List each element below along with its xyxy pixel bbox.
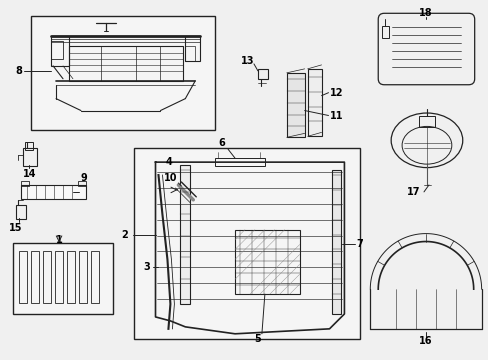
Text: 13: 13 bbox=[241, 56, 254, 66]
Bar bbox=[55, 251, 63, 303]
Bar bbox=[43, 251, 51, 303]
Text: 8: 8 bbox=[16, 66, 22, 76]
Bar bbox=[91, 251, 99, 303]
Text: 18: 18 bbox=[418, 8, 432, 18]
Bar bbox=[21, 181, 29, 186]
Bar bbox=[79, 251, 87, 303]
Bar bbox=[215, 158, 264, 166]
Text: 6: 6 bbox=[218, 138, 225, 148]
Text: 9: 9 bbox=[81, 173, 87, 183]
Bar bbox=[180, 165, 190, 304]
Bar bbox=[382, 26, 388, 38]
Bar bbox=[133, 148, 360, 339]
Text: 3: 3 bbox=[143, 262, 150, 272]
Bar bbox=[286, 73, 304, 137]
Bar bbox=[23, 148, 37, 166]
Bar bbox=[31, 16, 215, 130]
Bar bbox=[307, 69, 321, 136]
Text: 16: 16 bbox=[418, 336, 432, 346]
Bar bbox=[31, 251, 39, 303]
Text: 17: 17 bbox=[407, 187, 420, 197]
FancyBboxPatch shape bbox=[377, 13, 474, 85]
Bar bbox=[51, 41, 63, 59]
Text: 5: 5 bbox=[254, 334, 261, 344]
Text: 7: 7 bbox=[356, 239, 363, 249]
Bar bbox=[418, 116, 434, 127]
Bar bbox=[25, 142, 33, 150]
Bar bbox=[19, 251, 27, 303]
Text: 2: 2 bbox=[121, 230, 128, 239]
Bar bbox=[185, 46, 195, 61]
Bar bbox=[257, 69, 267, 79]
Bar bbox=[67, 251, 75, 303]
Text: 4: 4 bbox=[165, 157, 172, 167]
Text: 10: 10 bbox=[163, 173, 177, 183]
Bar bbox=[16, 205, 26, 219]
Bar bbox=[13, 243, 113, 314]
Bar bbox=[51, 36, 69, 66]
Text: 12: 12 bbox=[329, 88, 342, 98]
Bar bbox=[78, 181, 86, 186]
Text: 15: 15 bbox=[9, 222, 22, 233]
Text: 11: 11 bbox=[329, 111, 342, 121]
Bar bbox=[69, 46, 183, 81]
Ellipse shape bbox=[390, 113, 462, 168]
Text: 1: 1 bbox=[56, 234, 62, 244]
Bar bbox=[332, 170, 341, 314]
Bar bbox=[185, 36, 200, 61]
Bar bbox=[235, 230, 299, 294]
Text: 14: 14 bbox=[22, 169, 36, 179]
Bar bbox=[21, 185, 86, 199]
